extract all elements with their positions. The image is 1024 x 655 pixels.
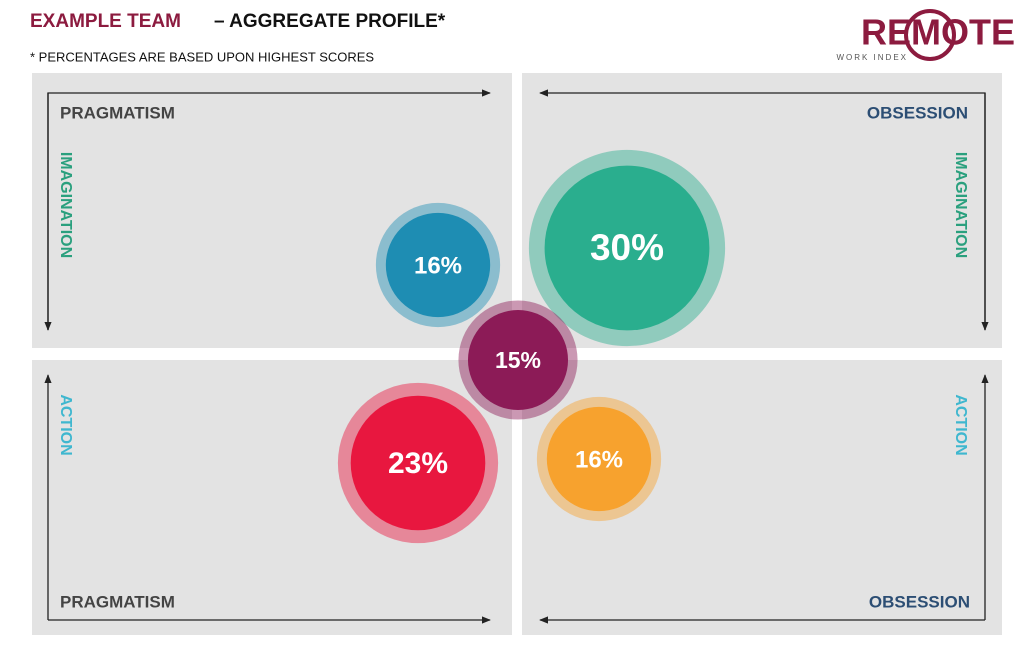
data-label: 16% <box>575 446 623 473</box>
bubble <box>544 165 710 331</box>
title-rest: – AGGREGATE PROFILE* <box>214 11 446 32</box>
bubble <box>385 212 491 318</box>
logo-ring <box>904 9 956 61</box>
bubble <box>546 406 652 512</box>
arrows <box>44 89 989 624</box>
data-label: 15% <box>495 347 541 373</box>
data-label: 16% <box>414 252 462 279</box>
x-axis-label: PRAGMATISM <box>60 592 175 611</box>
logo: REMOTE WORK INDEX <box>836 9 1015 62</box>
logo-tagline: WORK INDEX <box>836 53 908 62</box>
data-label: 23% <box>388 447 448 480</box>
bubble <box>467 309 569 411</box>
bubble <box>350 395 486 531</box>
title: EXAMPLE TEAM <box>30 11 181 32</box>
x-axis-label: PRAGMATISM <box>60 103 175 122</box>
subtitle: * PERCENTAGES ARE BASED UPON HIGHEST SCO… <box>30 49 374 64</box>
y-axis-label: ACTION <box>57 394 74 455</box>
y-axis-label: IMAGINATION <box>57 152 74 258</box>
data-label: 30% <box>590 227 664 268</box>
logo-name: REMOTE <box>861 12 1015 53</box>
y-axis-label: IMAGINATION <box>952 152 969 258</box>
x-axis-label: OBSESSION <box>867 103 968 122</box>
x-axis-label: OBSESSION <box>869 592 970 611</box>
y-axis-label: ACTION <box>952 394 969 455</box>
